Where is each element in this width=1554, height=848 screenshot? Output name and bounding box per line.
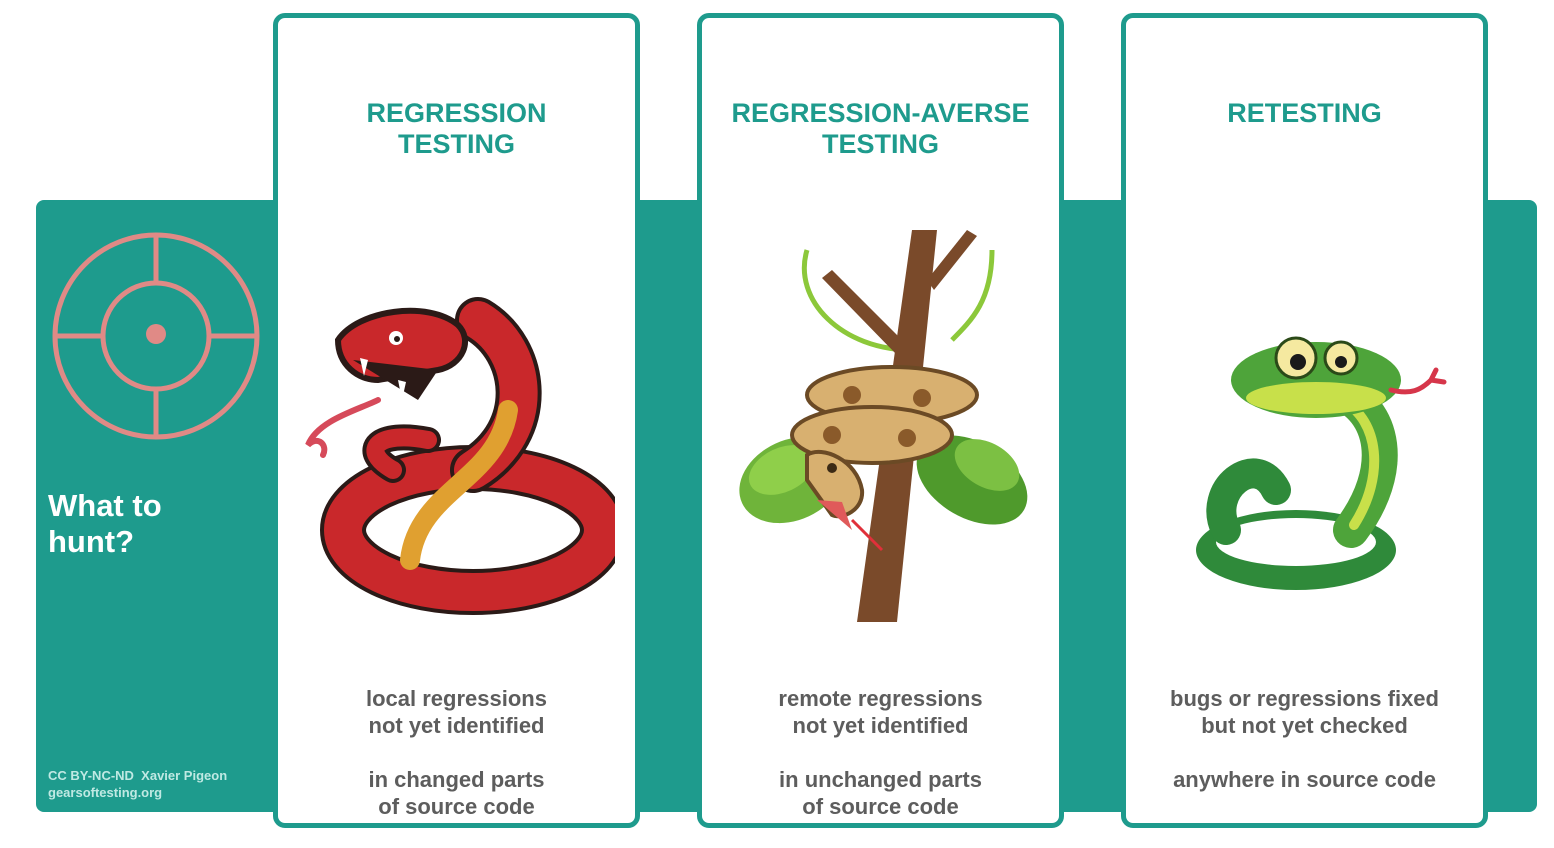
- card-title: REGRESSION-AVERSE TESTING: [731, 98, 1030, 159]
- card-description: remote regressions not yet identified in…: [778, 686, 983, 819]
- credit-text: CC BY-NC-ND Xavier Pigeon gearsoftesting…: [48, 767, 268, 801]
- card-title: REGRESSION TESTING: [366, 98, 547, 159]
- crosshair-target-icon: [52, 232, 260, 440]
- card-retesting: RETESTING bugs or regressions fixed but …: [1121, 13, 1488, 828]
- license-credit: CC BY-NC-ND Xavier Pigeon: [48, 768, 228, 783]
- green-snake-illustration: [1196, 336, 1447, 590]
- card-regression-averse-testing: REGRESSION-AVERSE TESTING remote regress…: [697, 13, 1064, 828]
- python-on-tree-illustration: [739, 230, 1028, 622]
- card-title: RETESTING: [1227, 98, 1382, 128]
- card-description: local regressions not yet identified in …: [366, 686, 547, 819]
- card-description: bugs or regressions fixed but not yet ch…: [1170, 686, 1439, 792]
- card-regression-testing: REGRESSION TESTING local regressions not…: [273, 13, 640, 828]
- website-credit: gearsoftesting.org: [48, 785, 163, 800]
- what-to-hunt-heading: What to hunt?: [48, 488, 162, 559]
- red-snake-illustration: [305, 297, 615, 615]
